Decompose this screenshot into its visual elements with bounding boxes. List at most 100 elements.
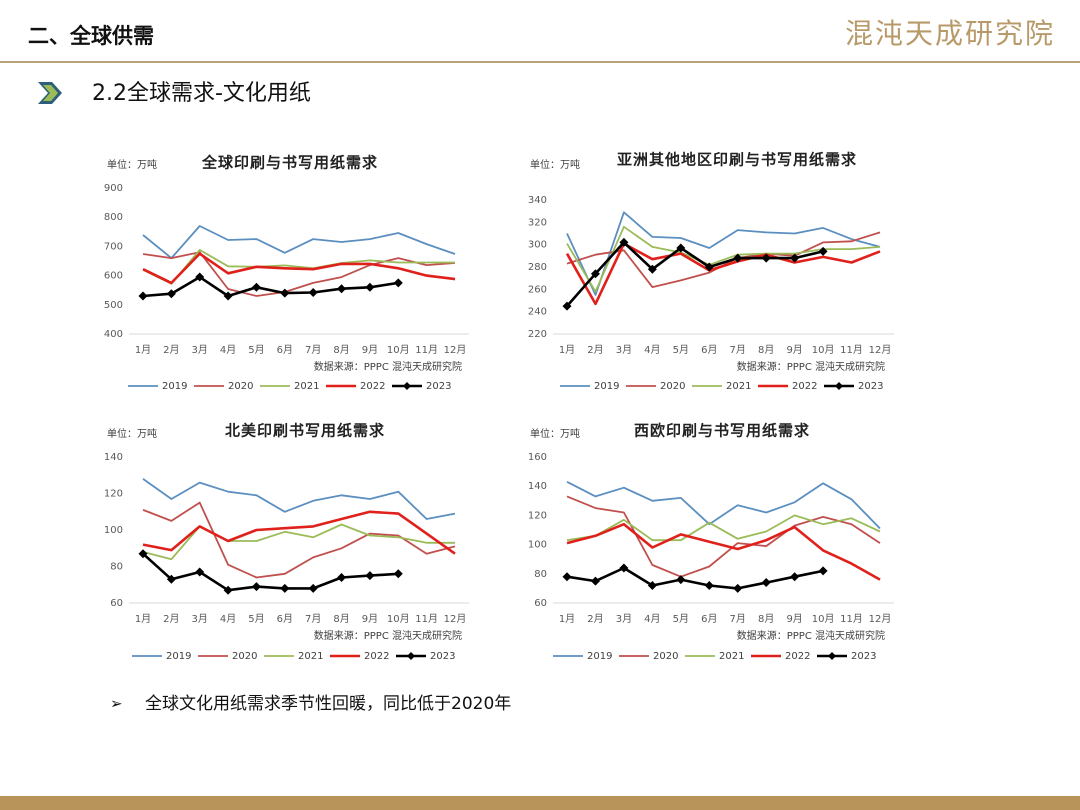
x-tick-label: 8月 [333,613,349,625]
section-title: 二、全球供需 [28,24,154,48]
point-marker [308,288,318,298]
y-tick-label: 600 [104,271,123,282]
legend-marker [828,652,836,660]
point-marker [308,583,318,593]
point-marker [562,572,572,582]
point-marker [733,583,743,593]
legend-label: 2021 [298,651,323,662]
legend-label: 2022 [360,381,385,392]
point-marker [393,569,403,579]
legend-label: 2023 [851,651,876,662]
bullet-text: 全球文化用纸需求季节性回暖，同比低于2020年 [145,694,511,714]
series-line [142,552,399,592]
y-tick-label: 220 [528,329,547,340]
y-tick-label: 100 [104,525,123,536]
chevron-inner [43,85,58,101]
point-marker [251,582,261,592]
x-tick-label: 11月 [840,613,863,625]
x-tick-label: 9月 [362,613,378,625]
point-marker [704,262,714,272]
point-marker [562,301,572,311]
series-line [566,241,824,307]
x-tick-label: 6月 [701,613,717,625]
source-note: 数据来源：PPPC 混沌天成研究院 [314,629,462,642]
x-tick-label: 5月 [673,344,689,356]
point-marker [619,237,629,247]
x-tick-label: 9月 [786,344,802,356]
x-tick-label: 12月 [869,613,892,625]
series-line [142,251,456,297]
series-line [142,249,455,285]
point-marker [761,578,771,588]
unit-label: 单位：万吨 [107,158,157,171]
legend-label: 2022 [792,381,817,392]
y-tick-label: 120 [528,510,547,521]
legend-label: 2023 [426,381,451,392]
y-tick-label: 60 [534,598,547,609]
x-tick-label: 5月 [248,613,264,625]
legend-label: 2022 [364,651,389,662]
x-tick-label: 6月 [277,344,293,356]
point-marker [590,576,600,586]
point-marker [590,269,600,279]
point-marker [647,264,657,274]
y-tick-label: 240 [528,307,547,318]
point-marker [337,572,347,582]
y-tick-label: 80 [110,562,123,573]
series-line [142,225,456,259]
x-tick-label: 7月 [305,344,321,356]
y-tick-label: 320 [528,217,547,228]
y-tick-label: 160 [528,452,547,463]
y-tick-label: 280 [528,262,547,273]
x-tick-label: 3月 [192,344,208,356]
series-line [142,478,456,520]
point-marker [393,278,403,288]
x-tick-label: 7月 [730,613,746,625]
point-marker [790,572,800,582]
series-line [142,252,456,285]
series-line [142,275,399,298]
legend-label: 2019 [594,381,619,392]
x-tick-label: 11月 [415,613,438,625]
x-tick-label: 3月 [616,344,632,356]
series-line [566,495,881,578]
x-tick-label: 2月 [163,613,179,625]
subtitle: 2.2全球需求-文化用纸 [92,81,311,106]
y-tick-label: 900 [104,183,123,194]
legend-label: 2019 [162,381,187,392]
x-tick-label: 5月 [673,613,689,625]
x-tick-label: 1月 [135,613,151,625]
x-tick-label: 10月 [812,344,835,356]
source-note: 数据来源：PPPC 混沌天成研究院 [314,360,462,373]
series-line [566,480,881,530]
point-marker [619,563,629,573]
point-marker [761,253,771,263]
point-marker [818,566,828,576]
footer-band [0,796,1080,810]
point-marker [138,549,148,559]
series-line [566,514,881,542]
legend-label: 2023 [430,651,455,662]
legend-label: 2019 [587,651,612,662]
legend-marker [403,382,411,390]
x-tick-label: 4月 [220,613,236,625]
x-tick-label: 7月 [730,344,746,356]
source-note: 数据来源：PPPC 混沌天成研究院 [737,629,885,642]
point-marker [733,253,743,263]
x-tick-label: 4月 [644,344,660,356]
legend-label: 2020 [228,381,253,392]
y-tick-label: 700 [104,241,123,252]
legend-label: 2020 [232,651,257,662]
series-line [566,566,824,590]
x-tick-label: 11月 [840,344,863,356]
x-tick-label: 10月 [387,344,410,356]
point-marker [166,289,176,299]
point-marker [365,282,375,292]
y-tick-label: 100 [528,540,547,551]
x-tick-label: 6月 [277,613,293,625]
x-tick-label: 4月 [220,344,236,356]
point-marker [676,243,686,253]
point-marker [223,585,233,595]
point-marker [280,583,290,593]
bullet-mark: ➢ [110,695,123,713]
